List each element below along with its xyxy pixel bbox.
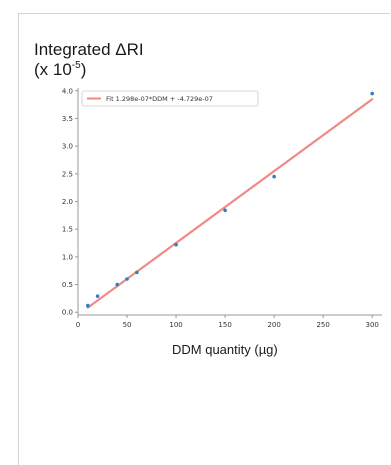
- data-point: [370, 91, 374, 96]
- y-tick-label: 2.5: [62, 170, 73, 178]
- x-axis-label: DDM quantity (µg): [172, 342, 278, 357]
- y-tick-label: 1.5: [62, 226, 73, 234]
- figure-panel: [18, 13, 390, 465]
- y-tick-label: 1.0: [62, 253, 73, 261]
- data-point: [86, 303, 90, 308]
- data-point: [223, 208, 227, 213]
- y-tick-label: 3.5: [62, 115, 73, 123]
- legend-entry-label: Fit 1.298e-07*DDM + -4.729e-07: [106, 95, 213, 103]
- y-tick-label: 2.0: [62, 198, 73, 206]
- data-point: [174, 242, 178, 247]
- x-tick-label: 200: [267, 321, 280, 329]
- x-tick-label: 0: [76, 321, 80, 329]
- y-axis-unit-prefix: (x 10: [34, 60, 72, 79]
- fit-line: [86, 98, 374, 309]
- y-axis-unit-suffix: ): [80, 60, 87, 79]
- data-point: [272, 174, 276, 179]
- data-point: [125, 277, 129, 281]
- x-tick-label: 300: [366, 321, 379, 329]
- x-tick-label: 100: [169, 321, 182, 329]
- x-tick-label: 250: [316, 321, 329, 329]
- y-tick-label: 0.5: [62, 281, 73, 289]
- y-tick-label: 4.0: [62, 87, 73, 95]
- y-axis-unit-label: (x 10-5): [34, 60, 86, 80]
- legend-box: [81, 90, 259, 107]
- data-point: [95, 294, 100, 298]
- y-axis-unit-exponent: -5: [71, 60, 81, 71]
- x-tick-label: 50: [123, 321, 132, 329]
- y-tick-label: 0.0: [62, 309, 73, 317]
- y-tick-label: 3.0: [62, 143, 73, 151]
- y-axis-label: Integrated ΔRI: [34, 40, 144, 59]
- data-point: [135, 270, 139, 275]
- data-point: [115, 282, 120, 287]
- x-tick-label: 150: [218, 321, 231, 329]
